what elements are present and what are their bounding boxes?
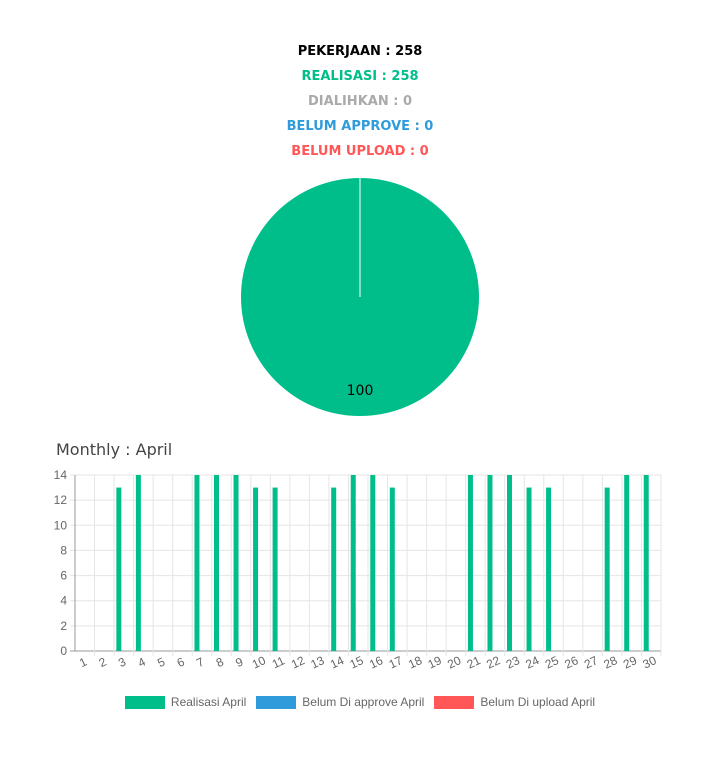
legend-item-realisasi[interactable]: Realisasi April bbox=[124, 695, 247, 709]
dialihkan-count: DIALIHKAN : 0 bbox=[308, 94, 412, 109]
x-tick-label: 20 bbox=[445, 653, 463, 671]
x-tick-label: 26 bbox=[562, 653, 580, 671]
bar bbox=[253, 487, 259, 651]
legend-swatch-belum-approve bbox=[256, 695, 297, 709]
legend-label-belum-upload: Belum Di upload April bbox=[480, 695, 596, 709]
y-tick-label: 2 bbox=[60, 619, 67, 633]
bar bbox=[233, 475, 239, 651]
chart-legend: Realisasi April Belum Di approve April B… bbox=[0, 695, 720, 709]
bar bbox=[604, 487, 610, 651]
x-tick-label: 30 bbox=[641, 653, 659, 671]
y-tick-label: 10 bbox=[54, 518, 68, 532]
x-tick-label: 6 bbox=[175, 654, 187, 670]
x-tick-label: 7 bbox=[194, 654, 206, 670]
x-tick-label: 5 bbox=[155, 654, 167, 670]
bar bbox=[526, 487, 532, 651]
bar bbox=[507, 475, 512, 651]
legend-item-belum-approve[interactable]: Belum Di approve April bbox=[256, 695, 424, 709]
bar bbox=[194, 475, 200, 651]
bar bbox=[389, 487, 395, 651]
x-tick-label: 16 bbox=[367, 653, 385, 671]
legend-label-realisasi: Realisasi April bbox=[170, 695, 247, 709]
legend-item-belum-upload[interactable]: Belum Di upload April bbox=[434, 695, 595, 709]
x-tick-label: 3 bbox=[116, 654, 128, 670]
x-tick-label: 22 bbox=[484, 653, 502, 671]
legend-label-belum-approve: Belum Di approve April bbox=[302, 695, 425, 709]
bar bbox=[624, 475, 630, 651]
x-tick-label: 23 bbox=[504, 653, 522, 671]
belum-upload-count: BELUM UPLOAD : 0 bbox=[291, 144, 429, 159]
bar bbox=[546, 487, 552, 651]
pekerjaan-count: PEKERJAAN : 258 bbox=[297, 44, 423, 59]
bar bbox=[116, 487, 122, 651]
y-tick-label: 0 bbox=[60, 644, 67, 658]
pie-chart: 100 bbox=[241, 178, 479, 416]
bar bbox=[331, 487, 337, 651]
x-tick-label: 17 bbox=[387, 653, 405, 671]
x-tick-label: 8 bbox=[214, 654, 226, 670]
bar bbox=[370, 475, 376, 651]
legend-swatch-belum-upload bbox=[434, 695, 475, 709]
x-tick-label: 2 bbox=[97, 654, 109, 670]
bar bbox=[350, 475, 356, 651]
legend-swatch-realisasi bbox=[124, 695, 165, 709]
x-tick-label: 12 bbox=[289, 653, 307, 671]
x-tick-label: 28 bbox=[601, 653, 619, 671]
pie-slice-label: 100 bbox=[347, 383, 374, 399]
x-tick-label: 19 bbox=[426, 653, 444, 671]
y-tick-label: 6 bbox=[60, 569, 67, 583]
x-tick-label: 24 bbox=[523, 653, 541, 671]
realisasi-count: REALISASI : 258 bbox=[301, 69, 419, 84]
y-tick-label: 14 bbox=[54, 468, 68, 482]
y-tick-label: 8 bbox=[60, 543, 67, 557]
bar bbox=[487, 475, 493, 651]
bar bbox=[272, 487, 278, 651]
x-tick-label: 4 bbox=[136, 654, 148, 670]
x-tick-label: 11 bbox=[270, 653, 288, 671]
y-tick-label: 4 bbox=[60, 594, 67, 608]
x-tick-label: 15 bbox=[348, 653, 366, 671]
x-tick-label: 14 bbox=[328, 653, 346, 671]
x-tick-label: 21 bbox=[465, 653, 483, 671]
bar bbox=[135, 475, 141, 651]
x-tick-label: 13 bbox=[308, 653, 326, 671]
y-tick-label: 12 bbox=[54, 493, 68, 507]
summary-panel: PEKERJAAN : 258 REALISASI : 258 DIALIHKA… bbox=[0, 42, 720, 167]
belum-approve-count: BELUM APPROVE : 0 bbox=[286, 119, 434, 134]
bar bbox=[214, 475, 219, 651]
x-tick-label: 9 bbox=[233, 654, 245, 670]
bar bbox=[467, 475, 473, 651]
monthly-title: Monthly : April bbox=[56, 440, 173, 459]
x-tick-label: 1 bbox=[77, 654, 89, 670]
x-tick-label: 29 bbox=[621, 653, 639, 671]
x-tick-label: 10 bbox=[250, 653, 268, 671]
x-tick-label: 25 bbox=[543, 653, 561, 671]
x-tick-label: 18 bbox=[406, 653, 424, 671]
x-tick-label: 27 bbox=[582, 653, 600, 671]
bar bbox=[643, 475, 649, 651]
